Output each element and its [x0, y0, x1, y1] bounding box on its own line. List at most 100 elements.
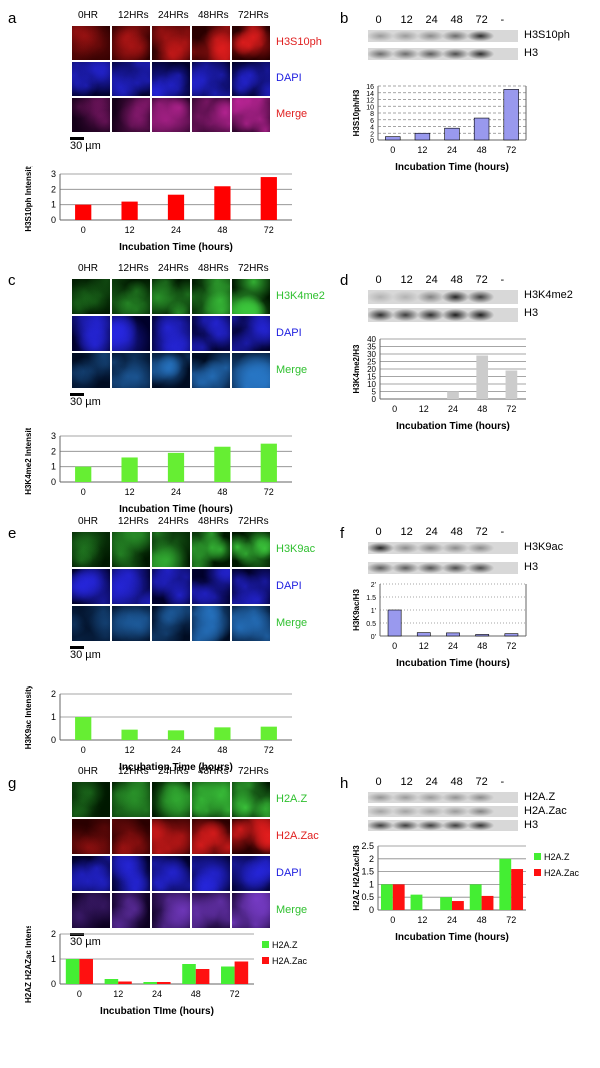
micrograph-e-1-4 [232, 569, 270, 604]
xtick-label-d-chart-1: 12 [419, 404, 429, 414]
band-label-d-1: H3 [524, 307, 539, 319]
bar-g-chart-0-4 [221, 966, 235, 984]
bar-b-chart-0-1 [414, 132, 431, 141]
micrograph-a-2-2 [152, 98, 190, 132]
scale-bar-label-e: 30 µm [70, 649, 101, 661]
band-label-f-1: H3 [524, 561, 539, 573]
bar-c-chart-0-3 [214, 446, 231, 482]
bar-h-chart-1-4 [511, 869, 524, 910]
xtick-label-g-chart-2: 24 [152, 989, 162, 999]
micrograph-c-1-1 [112, 316, 150, 351]
bar-f-chart-0-3 [475, 634, 490, 637]
micrograph-g-3-1 [112, 893, 150, 928]
ytick-label-b-chart-7: 14 [366, 91, 374, 98]
lane-label-f-2: 24 [425, 526, 438, 538]
lane-label-b-5: - [500, 14, 505, 26]
channel-label-c-2: Merge [276, 363, 308, 376]
micrograph-c-2-2 [152, 353, 190, 388]
bar-g-chart-0-2 [143, 982, 157, 984]
xtick-label-d-chart-4: 72 [506, 404, 516, 414]
time-header-g-0: 0HR [78, 766, 99, 777]
micrograph-g-0-0 [72, 782, 110, 817]
bar-c-chart-0-4 [260, 443, 277, 482]
xaxis-label-a-chart: Incubation Time (hours) [119, 242, 233, 253]
band-label-h-2: H3 [524, 819, 539, 831]
xtick-label-a-chart-2: 24 [171, 225, 181, 235]
xtick-label-f-chart-1: 12 [419, 641, 429, 651]
ytick-label-h-chart-4: 2 [369, 854, 374, 864]
ytick-label-f-chart-3: 1.5 [366, 595, 376, 602]
micrograph-g-3-2 [152, 893, 190, 928]
bar-g-chart-0-3 [182, 964, 196, 984]
ytick-label-h-chart-1: 0.5 [361, 892, 374, 902]
ytick-label-g-chart-2: 2 [51, 929, 56, 939]
lane-label-b-1: 12 [400, 14, 413, 26]
yaxis-label-d-chart: H3K4me2/H3 [352, 344, 361, 393]
band-label-d-0: H3K4me2 [524, 289, 573, 301]
xtick-label-g-chart-0: 0 [77, 989, 82, 999]
lane-label-f-5: - [500, 526, 505, 538]
ytick-label-a-chart-2: 2 [51, 184, 56, 194]
bar-f-chart-0-2 [446, 632, 460, 637]
micrograph-e-1-3 [192, 569, 230, 604]
legend-swatch-g-chart-0 [262, 941, 269, 948]
xaxis-label-f-chart: Incubation Time (hours) [396, 658, 510, 669]
ytick-label-b-chart-2: 4 [370, 125, 374, 132]
bar-f-chart-0-0 [387, 609, 402, 637]
xtick-label-e-chart-1: 12 [125, 745, 135, 755]
lane-label-d-0: 0 [375, 274, 382, 286]
lane-label-b-3: 48 [450, 14, 463, 26]
legend-swatch-g-chart-1 [262, 957, 269, 964]
channel-label-c-1: DAPI [276, 326, 302, 339]
micrograph-g-1-2 [152, 819, 190, 854]
band-label-h-1: H2A.Zac [524, 805, 567, 817]
time-header-g-2: 24HRs [158, 766, 189, 777]
blot-strip-d-0 [368, 290, 518, 304]
xtick-label-e-chart-3: 48 [217, 745, 227, 755]
ytick-label-c-chart-3: 3 [51, 431, 56, 441]
time-header-g-4: 72HRs [238, 766, 269, 777]
micrograph-e-1-1 [112, 569, 150, 604]
xaxis-label-b-chart: Incubation Time (hours) [395, 162, 509, 173]
bar-h-chart-0-1 [410, 894, 423, 910]
ytick-label-b-chart-0: 0 [370, 138, 374, 145]
ytick-label-f-chart-4: 2' [371, 582, 376, 589]
time-header-e-4: 72HRs [238, 516, 269, 527]
bar-f-chart-0-1 [416, 632, 431, 637]
micrograph-e-2-2 [152, 606, 190, 641]
lane-label-h-3: 48 [450, 776, 463, 788]
micrograph-c-1-3 [192, 316, 230, 351]
micrograph-a-1-4 [232, 62, 270, 96]
micrograph-e-1-0 [72, 569, 110, 604]
micrograph-g-1-0 [72, 819, 110, 854]
bar-e-chart-0-4 [260, 726, 277, 740]
bar-b-chart-0-3 [473, 117, 490, 141]
micrograph-g-1-4 [232, 819, 270, 854]
bar-h-chart-0-4 [499, 858, 512, 910]
legend-label-g-chart-0: H2A.Z [272, 940, 298, 950]
xtick-label-d-chart-0: 0 [392, 404, 397, 414]
bar-d-chart-0-2 [447, 391, 459, 399]
micrograph-e-0-2 [152, 532, 190, 567]
micrograph-e-0-1 [112, 532, 150, 567]
channel-label-a-0: H3S10ph [276, 36, 322, 48]
time-header-e-2: 24HRs [158, 516, 189, 527]
bar-h-chart-1-2 [452, 901, 464, 910]
micrograph-g-1-1 [112, 819, 150, 854]
yaxis-label-a-chart: H3S10ph Intensity [24, 166, 33, 232]
bar-c-chart-0-1 [121, 457, 138, 482]
ytick-label-d-chart-6: 30 [367, 350, 376, 359]
bar-g-chart-1-4 [234, 961, 249, 984]
ytick-label-d-chart-7: 35 [367, 343, 376, 352]
micrograph-c-2-3 [192, 353, 230, 388]
micrograph-g-2-2 [152, 856, 190, 891]
ytick-label-d-chart-5: 25 [367, 358, 376, 367]
micrograph-g-3-3 [192, 893, 230, 928]
xtick-label-a-chart-1: 12 [125, 225, 135, 235]
legend-label-h-chart-1: H2A.Zac [544, 868, 580, 878]
lane-label-b-0: 0 [375, 14, 382, 26]
